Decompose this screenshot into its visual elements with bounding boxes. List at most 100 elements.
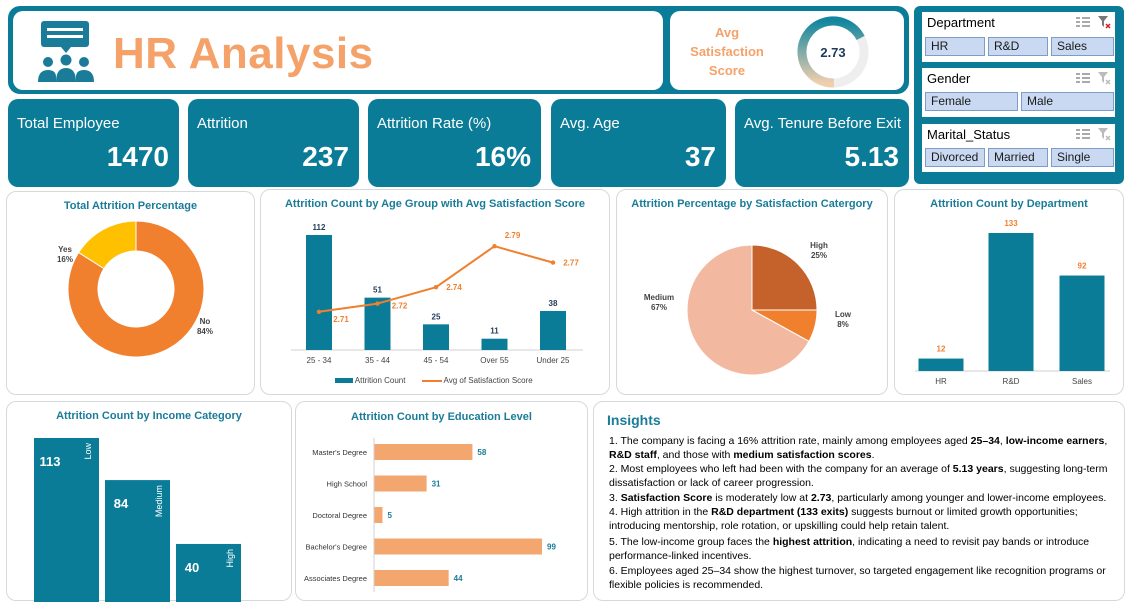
line-point: [433, 285, 439, 290]
bar-rnd: [988, 233, 1034, 371]
chart-title: Attrition Count by Department: [930, 198, 1088, 210]
slicer-option-male[interactable]: Male: [1021, 92, 1114, 111]
bar-value-label: 12: [937, 345, 946, 354]
x-tick-label: Sales: [1072, 377, 1092, 386]
bar-25-34: [306, 235, 332, 350]
multi-select-icon[interactable]: [1076, 16, 1090, 28]
line-value-label: 2.77: [563, 259, 579, 268]
slicer-title: Gender: [927, 71, 971, 86]
bar-value-label: 40: [185, 560, 199, 575]
slicer-department: Department HR R&D Sales: [922, 12, 1115, 62]
age-group-combo-chart: 112 25 - 34 51 35 - 44 25 45 - 54 11 Over 55 38 U…: [291, 223, 583, 365]
bar-value-label: 99: [547, 543, 556, 552]
bar-education: [374, 507, 383, 523]
slicer-option-single[interactable]: Single: [1051, 148, 1114, 167]
slicer-option-rnd[interactable]: R&D: [988, 37, 1048, 56]
bar-value-label: 92: [1078, 262, 1087, 271]
line-point: [492, 244, 497, 249]
insight-emphasis: R&D department (133 exits): [711, 506, 849, 518]
card-total-attrition: Total Attrition Percentage Yes 16% No 84%: [6, 191, 255, 395]
chart-title: Total Attrition Percentage: [63, 200, 198, 212]
legend: Attrition Count Avg of Satisfaction Scor…: [335, 376, 533, 385]
kpi-attrition: Attrition 237: [188, 99, 359, 187]
x-tick-label: 45 - 54: [424, 356, 449, 365]
bar-value-label: 5: [387, 511, 392, 520]
satisfaction-line: [318, 245, 554, 313]
gauge-value: 2.73: [820, 45, 845, 60]
slice-value-label: 16%: [57, 255, 73, 264]
card-satisfaction-category: Attrition Percentage by Satisfaction Cat…: [616, 189, 888, 395]
bar-education: [374, 538, 542, 555]
pie-slice-medium: [686, 244, 810, 376]
x-tick-label: Over 55: [480, 356, 509, 365]
bar-value-label: 112: [313, 223, 326, 232]
bar-value-label: 113: [40, 454, 61, 469]
insight-item: 2. Most employees who left had been with…: [609, 462, 1119, 490]
slicer-option-female[interactable]: Female: [925, 92, 1018, 111]
insight-emphasis: 2.73: [810, 492, 832, 504]
insight-text: .: [871, 449, 875, 461]
bar-value-label: 44: [454, 574, 463, 583]
x-tick-label: HR: [935, 377, 947, 386]
chart-title: Attrition Count by Education Level: [351, 411, 532, 423]
insight-item: 3. Satisfaction Score is moderately low …: [609, 491, 1119, 505]
slice-name-label: Yes: [58, 245, 72, 254]
insight-text: is moderately low at: [712, 492, 811, 504]
team-meeting-icon: [38, 21, 94, 82]
insight-text: , indicating a need to revisit pay bands…: [609, 536, 1090, 562]
multi-select-icon[interactable]: [1076, 72, 1090, 84]
clear-filter-icon[interactable]: [1097, 127, 1111, 141]
slice-name-label: No: [200, 317, 211, 326]
bar-35-44: [364, 297, 391, 350]
legend-bar-label: Attrition Count: [354, 376, 406, 385]
insight-text: 1. The company is facing a 16% attrition…: [609, 435, 971, 447]
gauge-label: Avg Satisfaction Score: [690, 25, 764, 78]
income-bar-chart: 113 Low 84 Medium 40 High: [34, 438, 241, 602]
legend-bar-swatch: [335, 378, 353, 384]
insight-text: ,: [1104, 435, 1108, 447]
legend-line-label: Avg of Satisfaction Score: [443, 376, 533, 385]
slicer-option-divorced[interactable]: Divorced: [925, 148, 985, 167]
insight-text: , suggesting long-term dissatisfaction o…: [609, 463, 1108, 489]
y-tick-label: Doctoral Degree: [312, 511, 367, 520]
bar-Under25: [540, 310, 566, 350]
card-insights: Insights: [593, 401, 1125, 601]
slicer-option-hr[interactable]: HR: [925, 37, 985, 56]
y-tick-label: Bachelor's Degree: [306, 543, 367, 552]
line-value-label: 2.72: [392, 302, 408, 311]
gauge-panel: Avg Satisfaction Score 2.73: [670, 11, 904, 90]
slice-value-label: 84%: [197, 327, 213, 336]
insight-text: 5. The low-income group faces the: [609, 536, 773, 548]
slicer-option-sales[interactable]: Sales: [1051, 37, 1114, 56]
slice-value-label: 8%: [837, 320, 849, 329]
kpi-attrition-rate: Attrition Rate (%) 16%: [368, 99, 541, 187]
multi-select-icon[interactable]: [1076, 128, 1090, 140]
clear-filter-icon[interactable]: [1097, 71, 1111, 85]
bar-high: [176, 543, 241, 602]
dashboard-title: HR Analysis: [113, 29, 374, 78]
chart-title: Attrition Count by Age Group with Avg Sa…: [284, 198, 586, 210]
x-tick-label: Under 25: [537, 356, 570, 365]
department-bar-chart: 12 HR 133 R&D 92 Sales: [915, 219, 1110, 386]
slicer-option-married[interactable]: Married: [988, 148, 1048, 167]
insight-text: , and those with: [656, 449, 734, 461]
bar-value-label: 51: [373, 286, 382, 295]
bar-value-label: 11: [490, 327, 499, 336]
bar-education: [374, 570, 449, 586]
clear-filter-icon[interactable]: [1097, 15, 1111, 29]
satisfaction-gauge: 2.73: [797, 16, 869, 88]
insight-text: 4. High attrition in the: [609, 506, 712, 518]
bar-value-label: 31: [432, 480, 441, 489]
bar-45-54: [423, 324, 449, 350]
card-education: Attrition Count by Education Level Maste…: [295, 401, 588, 601]
slice-name-label: High: [810, 241, 828, 250]
insight-text: 2. Most employees who left had been with…: [609, 463, 953, 475]
bar-value-label: 58: [477, 448, 486, 457]
x-tick-label: 25 - 34: [307, 356, 332, 365]
insight-emphasis: 5.13 years: [952, 463, 1004, 475]
donut-slice-no: [67, 220, 205, 358]
line-point: [316, 309, 322, 314]
slicer-gender: Gender Female Male: [922, 68, 1115, 117]
insight-text: , particularly among younger and lower-i…: [831, 492, 1107, 504]
